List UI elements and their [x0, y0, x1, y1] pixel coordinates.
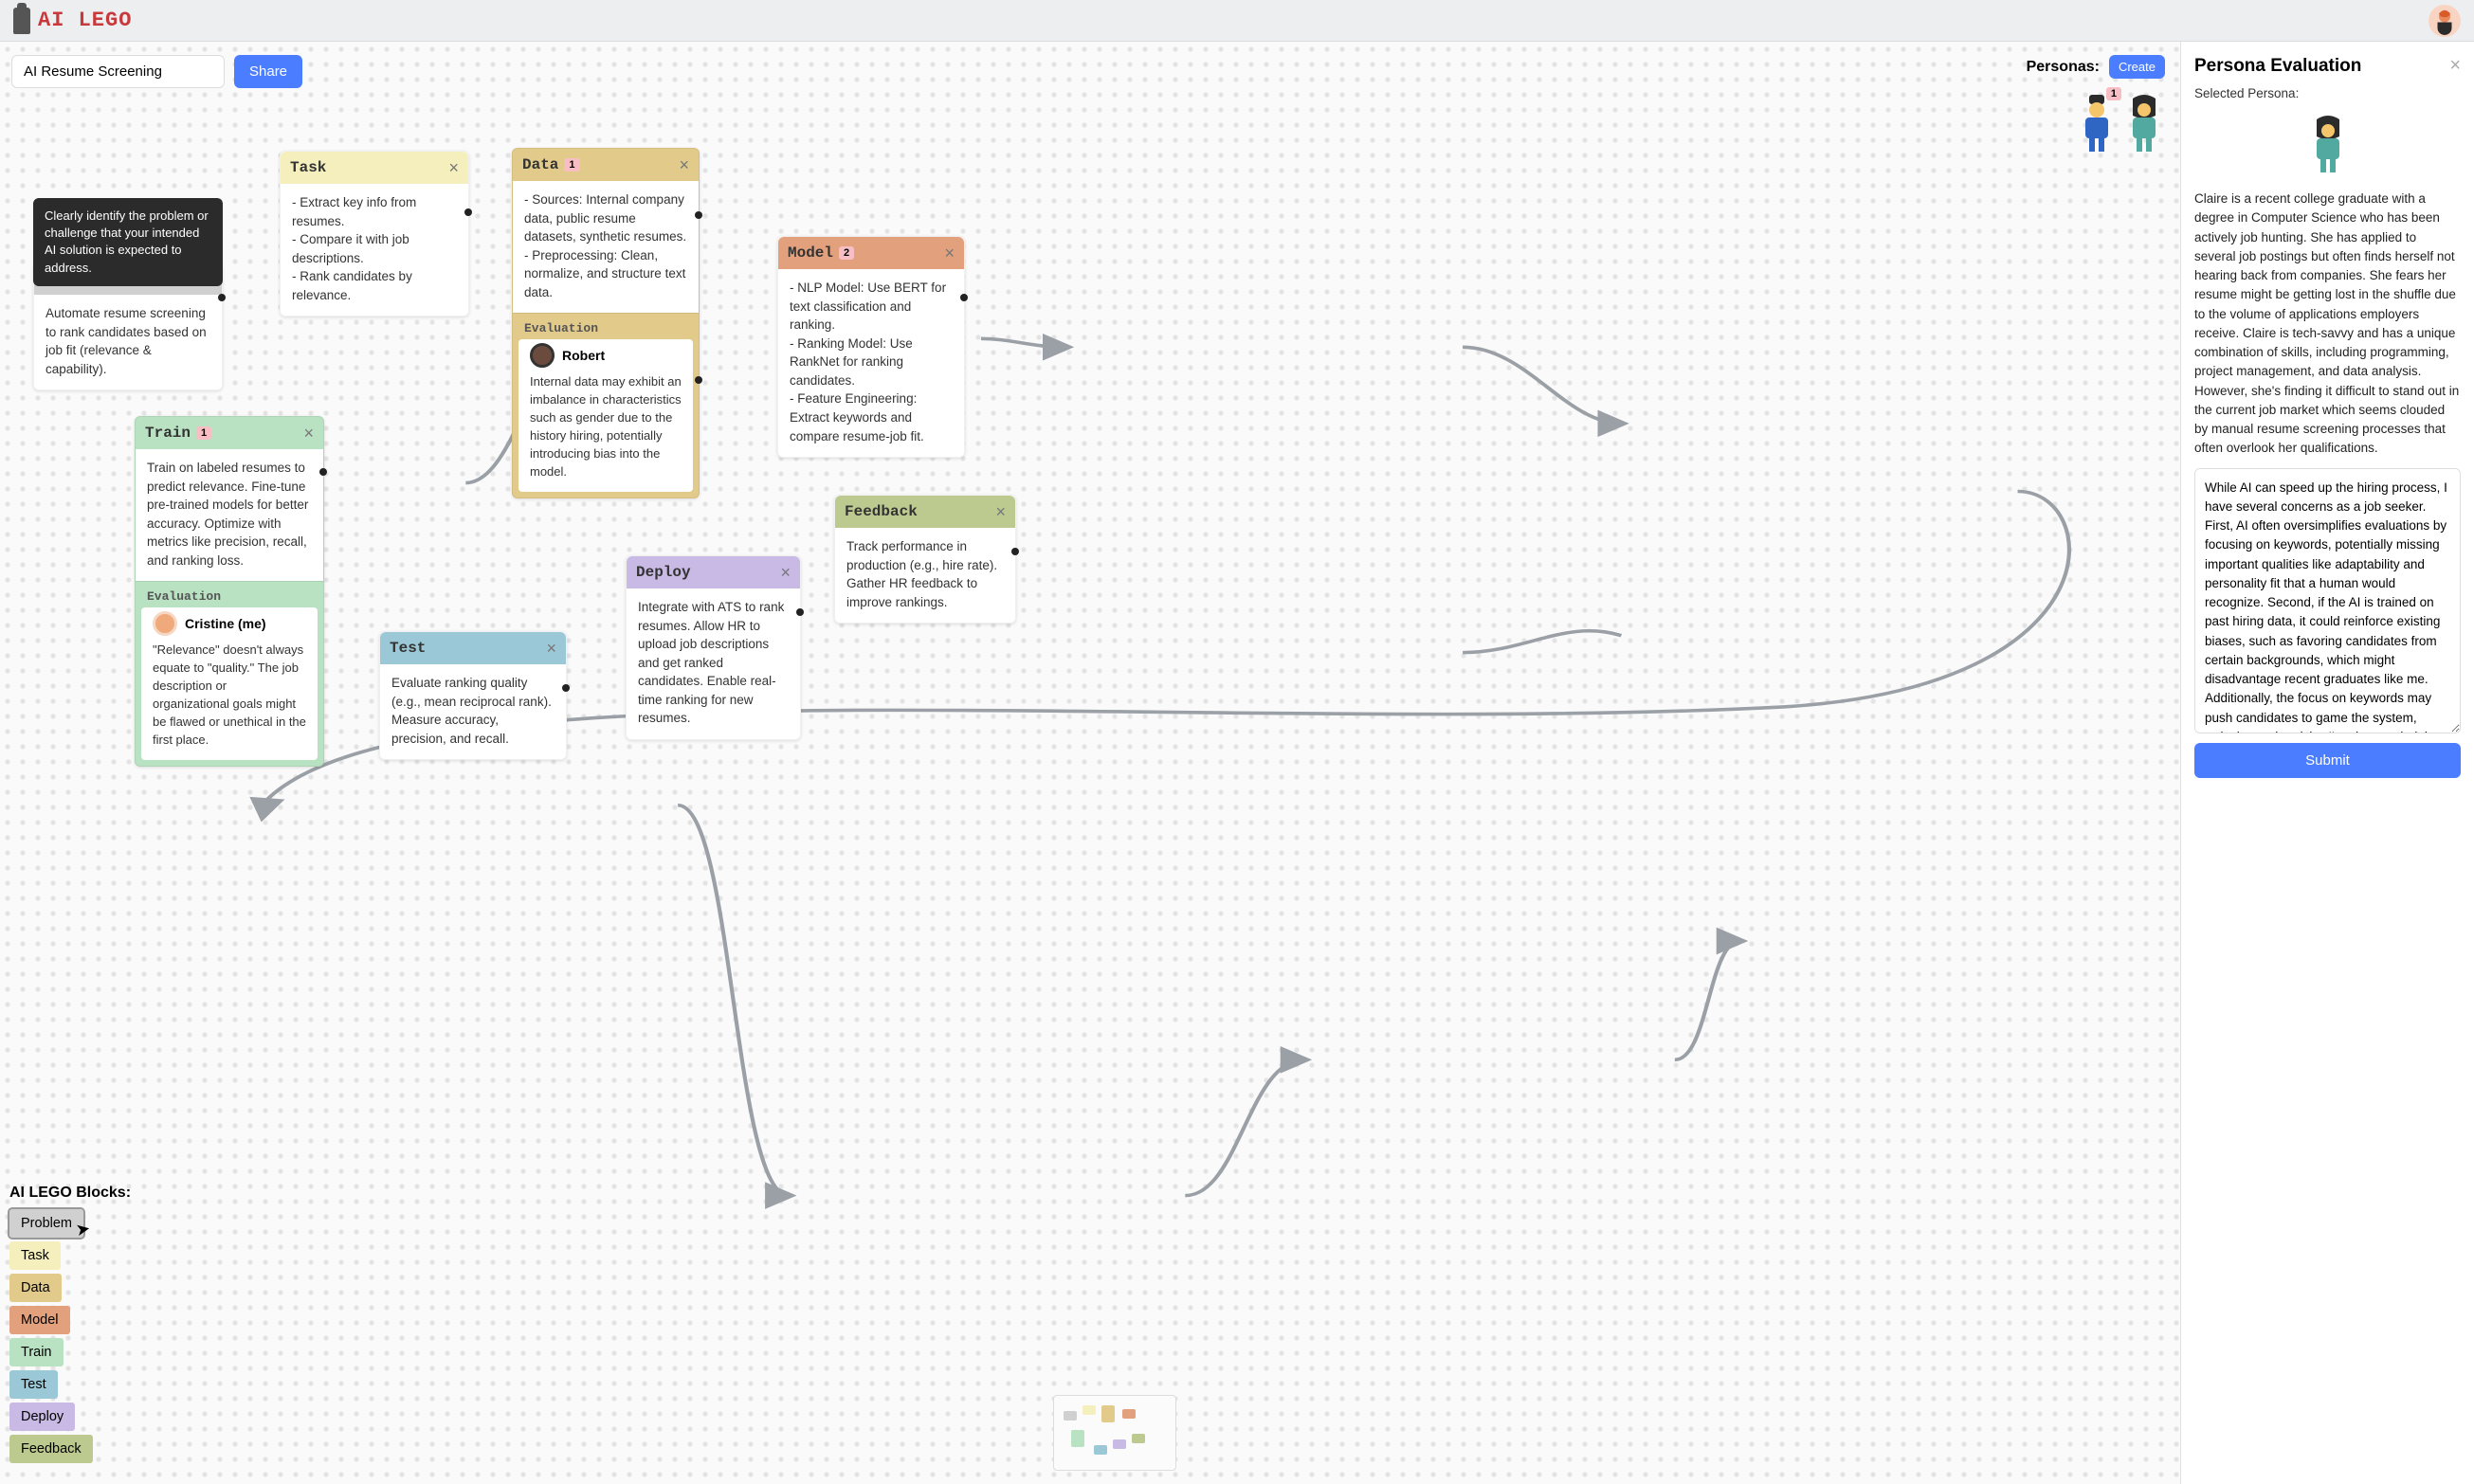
palette-item-task[interactable]: Task	[9, 1241, 61, 1270]
node-body: Evaluate ranking quality (e.g., mean rec…	[380, 664, 566, 759]
node-body: - NLP Model: Use BERT for text classific…	[778, 269, 964, 457]
close-icon[interactable]: ×	[944, 244, 955, 262]
selected-persona-label: Selected Persona:	[2194, 86, 2461, 100]
palette-item-model[interactable]: Model	[9, 1306, 70, 1334]
evaluation-label: Evaluation	[136, 582, 323, 607]
avatar-icon	[153, 611, 177, 636]
node-body: Automate resume screening to rank candid…	[34, 295, 222, 389]
node-data[interactable]: Data 1 × - Sources: Internal company dat…	[512, 148, 700, 498]
palette-title: AI LEGO Blocks:	[9, 1185, 131, 1202]
evaluation-text: "Relevance" doesn't always equate to "qu…	[141, 642, 318, 760]
node-title: Task	[290, 159, 326, 176]
palette-item-data[interactable]: Data	[9, 1274, 62, 1302]
persona-1-badge: 1	[2106, 87, 2121, 100]
personas-label: Personas:	[2027, 59, 2100, 76]
blocks-palette: AI LEGO Blocks: Problem Task Data Model Trai…	[9, 1185, 131, 1467]
node-body: Track performance in production (e.g., h…	[835, 528, 1015, 623]
node-title: Deploy	[636, 564, 691, 581]
share-button[interactable]: Share	[234, 55, 302, 88]
node-body: Train on labeled resumes to predict rele…	[136, 449, 323, 581]
user-avatar[interactable]	[2429, 5, 2461, 37]
brand-text: AI LEGO	[38, 9, 132, 32]
node-title: Data	[522, 156, 558, 173]
evaluation-label: Evaluation	[513, 314, 699, 339]
close-icon[interactable]: ×	[995, 503, 1006, 520]
node-feedback[interactable]: Feedback × Track performance in producti…	[834, 495, 1016, 624]
node-badge: 1	[564, 158, 579, 172]
palette-item-deploy[interactable]: Deploy	[9, 1403, 75, 1431]
palette-item-feedback[interactable]: Feedback	[9, 1435, 93, 1463]
palette-item-problem[interactable]: Problem	[9, 1209, 83, 1238]
close-icon[interactable]: ×	[679, 156, 689, 173]
panel-title: Persona Evaluation	[2194, 56, 2361, 77]
submit-button[interactable]: Submit	[2194, 743, 2461, 778]
canvas[interactable]: Share Personas: Create 1	[0, 42, 2180, 1484]
evaluator-name: Cristine (me)	[185, 616, 266, 631]
topbar: AI LEGO	[0, 0, 2474, 42]
palette-item-test[interactable]: Test	[9, 1370, 58, 1399]
node-title: Train	[145, 425, 191, 442]
close-icon[interactable]: ×	[780, 564, 791, 581]
main: Share Personas: Create 1	[0, 42, 2474, 1484]
persona-figures: 1	[2076, 93, 2165, 154]
minimap[interactable]	[1053, 1395, 1176, 1471]
evaluator-name: Robert	[562, 348, 605, 363]
node-title: Test	[390, 640, 426, 657]
node-body: - Extract key info from resumes. - Compa…	[281, 184, 468, 316]
node-badge: 1	[196, 426, 211, 440]
persona-figure-1[interactable]: 1	[2076, 93, 2118, 154]
node-title: Model	[788, 244, 833, 262]
lego-figure-icon	[13, 8, 30, 34]
node-test[interactable]: Test × Evaluate ranking quality (e.g., m…	[379, 631, 567, 760]
create-persona-button[interactable]: Create	[2109, 55, 2165, 79]
node-deploy[interactable]: Deploy × Integrate with ATS to rank resu…	[626, 555, 801, 740]
persona-evaluation-panel: Persona Evaluation × Selected Persona: C…	[2180, 42, 2474, 1484]
node-badge: 2	[839, 246, 854, 260]
close-icon[interactable]: ×	[448, 159, 459, 176]
persona-feedback-textarea[interactable]	[2194, 468, 2461, 733]
selected-persona-figure	[2194, 114, 2461, 174]
node-task[interactable]: Task × - Extract key info from resumes. …	[280, 151, 469, 317]
node-model[interactable]: Model 2 × - NLP Model: Use BERT for text…	[777, 236, 965, 458]
avatar-icon	[530, 343, 555, 368]
persona-figure-2[interactable]	[2123, 93, 2165, 154]
node-body: Integrate with ATS to rank resumes. Allo…	[627, 588, 800, 739]
close-icon[interactable]: ×	[2449, 55, 2461, 77]
persona-description: Claire is a recent college graduate with…	[2194, 190, 2461, 459]
close-icon[interactable]: ×	[546, 640, 556, 657]
close-icon[interactable]: ×	[303, 425, 314, 442]
problem-tooltip: Clearly identify the problem or challeng…	[33, 198, 223, 286]
node-title: Feedback	[845, 503, 918, 520]
palette-item-train[interactable]: Train	[9, 1338, 64, 1366]
node-body: - Sources: Internal company data, public…	[513, 181, 699, 313]
brand: AI LEGO	[13, 8, 132, 34]
node-train[interactable]: Train 1 × Train on labeled resumes to pr…	[135, 416, 324, 767]
evaluation-text: Internal data may exhibit an imbalance i…	[518, 373, 693, 492]
project-title-input[interactable]	[11, 55, 225, 88]
